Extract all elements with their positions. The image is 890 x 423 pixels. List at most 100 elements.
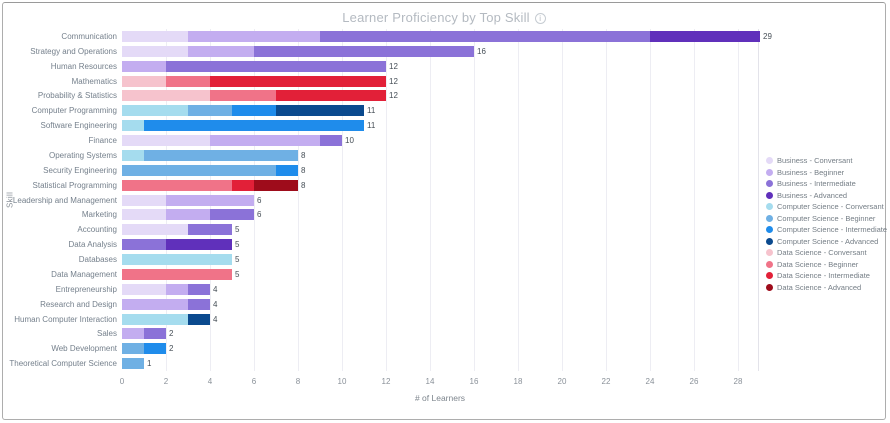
legend-item[interactable]: Computer Science - Intermediate [766, 225, 887, 234]
bar-segment[interactable] [122, 328, 144, 340]
bar-segment[interactable] [122, 105, 188, 117]
bar-value-label: 5 [235, 225, 240, 235]
legend-item[interactable]: Computer Science - Conversant [766, 202, 887, 211]
legend-item[interactable]: Business - Intermediate [766, 179, 887, 188]
bar-segment[interactable] [166, 60, 386, 72]
bar-track: 5 [122, 224, 240, 236]
bar-value-label: 6 [257, 195, 262, 205]
bar-segment[interactable] [122, 343, 144, 355]
x-axis-ticks: 0 2 4 6 8 10 12 14 16 18 20 22 24 26 28 [120, 377, 782, 387]
skill-label: Marketing [81, 210, 117, 220]
bar-segment[interactable] [122, 75, 166, 87]
bar-segment[interactable] [122, 60, 166, 72]
bar-segment[interactable] [122, 30, 188, 42]
x-tick-label: 4 [207, 377, 213, 386]
bar-segment[interactable] [122, 45, 188, 57]
bar-segment[interactable] [122, 268, 232, 280]
bar-track: 6 [122, 209, 261, 221]
bar-segment[interactable] [188, 105, 232, 117]
legend-item[interactable]: Computer Science - Advanced [766, 237, 887, 246]
bar-segment[interactable] [210, 135, 320, 147]
legend-item[interactable]: Data Science - Intermediate [766, 271, 887, 280]
bar-segment[interactable] [320, 135, 342, 147]
legend-item[interactable]: Data Science - Beginner [766, 260, 887, 269]
bar-segment[interactable] [188, 298, 210, 310]
bar-segment[interactable] [210, 90, 276, 102]
bar-segment[interactable] [232, 179, 254, 191]
gridline [430, 29, 431, 371]
bar-segment[interactable] [122, 313, 188, 325]
skill-label: Sales [96, 329, 117, 339]
bar-segment[interactable] [122, 298, 188, 310]
legend-item[interactable]: Data Science - Conversant [766, 248, 887, 257]
bar-track: 5 [122, 268, 239, 280]
bar-segment[interactable] [254, 45, 474, 57]
legend-item[interactable]: Business - Conversant [766, 156, 887, 165]
bar-segment[interactable] [122, 194, 166, 206]
bar-segment[interactable] [122, 254, 232, 266]
chart-row: Data Management 5 [3, 267, 887, 282]
bar-segment[interactable] [210, 209, 254, 221]
x-tick-label: 6 [251, 377, 257, 386]
bar-segment[interactable] [188, 224, 232, 236]
bar-track: 4 [122, 298, 217, 310]
skill-label: Strategy and Operations [30, 46, 117, 56]
bar-segment[interactable] [650, 30, 760, 42]
legend-item[interactable]: Computer Science - Beginner [766, 214, 887, 223]
skill-label: Software Engineering [40, 121, 118, 131]
bar-segment[interactable] [144, 120, 364, 132]
bar-segment[interactable] [166, 75, 210, 87]
bar-segment[interactable] [188, 313, 210, 325]
legend-swatch-icon [766, 168, 773, 176]
bar-segment[interactable] [166, 239, 232, 251]
bar-segment[interactable] [122, 120, 144, 132]
skill-label: Data Analysis [68, 240, 117, 250]
bar-segment[interactable] [122, 135, 210, 147]
bar-segment[interactable] [122, 209, 166, 221]
legend-item[interactable]: Business - Beginner [766, 168, 887, 177]
bar-segment[interactable] [122, 149, 144, 161]
legend-swatch-icon [766, 191, 773, 199]
bar-segment[interactable] [320, 30, 650, 42]
chart-row: Mathematics 12 [3, 74, 887, 89]
bar-segment[interactable] [188, 283, 210, 295]
chart-title: Learner Proficiency by Top Skill [342, 10, 530, 25]
bar-segment[interactable] [166, 209, 210, 221]
skill-label: Human Computer Interaction [14, 314, 117, 324]
legend-label: Data Science - Advanced [777, 282, 862, 292]
bar-segment[interactable] [122, 164, 276, 176]
bar-track: 10 [122, 135, 354, 147]
legend-label: Computer Science - Conversant [777, 202, 884, 211]
skill-label: Web Development [51, 344, 117, 354]
bar-segment[interactable] [210, 75, 386, 87]
plot-area [122, 29, 759, 371]
bar-segment[interactable] [144, 328, 166, 340]
bar-segment[interactable] [122, 224, 188, 236]
bar-segment[interactable] [276, 164, 298, 176]
bar-segment[interactable] [166, 194, 254, 206]
legend-item[interactable]: Data Science - Advanced [766, 283, 887, 292]
bar-segment[interactable] [254, 179, 298, 191]
bar-segment[interactable] [122, 179, 232, 191]
bar-track: 1 [122, 358, 151, 370]
bar-segment[interactable] [122, 283, 166, 295]
bar-segment[interactable] [188, 45, 254, 57]
bar-segment[interactable] [232, 105, 276, 117]
legend-item[interactable]: Business - Advanced [766, 191, 887, 200]
bar-segment[interactable] [188, 30, 320, 42]
bar-value-label: 11 [367, 106, 376, 116]
bar-segment[interactable] [144, 149, 298, 161]
bar-segment[interactable] [166, 283, 188, 295]
bar-segment[interactable] [122, 358, 144, 370]
gridline [342, 29, 343, 371]
info-icon[interactable]: i [534, 13, 546, 24]
bar-segment[interactable] [276, 90, 386, 102]
bar-track: 8 [122, 149, 305, 161]
bar-segment[interactable] [144, 343, 166, 355]
chart-row: Research and Design 4 [3, 297, 887, 312]
bar-segment[interactable] [122, 90, 210, 102]
bar-track: 4 [122, 283, 217, 295]
bar-segment[interactable] [276, 105, 364, 117]
bar-segment[interactable] [122, 239, 166, 251]
